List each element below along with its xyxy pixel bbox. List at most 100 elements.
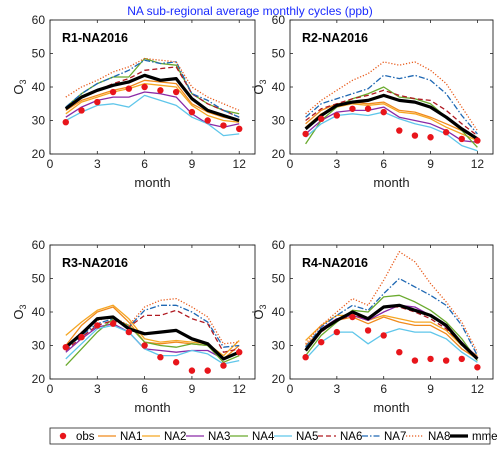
obs-point bbox=[94, 322, 101, 329]
series-line-na8 bbox=[65, 57, 240, 111]
y-tick-label: 60 bbox=[272, 13, 286, 27]
series-line-na2 bbox=[65, 82, 240, 123]
series-line-na8 bbox=[65, 297, 240, 348]
x-tick-label: 0 bbox=[287, 157, 294, 171]
legend-item-na4: NA4 bbox=[230, 431, 275, 443]
obs-point bbox=[236, 125, 243, 133]
obs-point bbox=[318, 338, 325, 346]
y-tick-label: 30 bbox=[32, 114, 46, 128]
y-tick-label: 20 bbox=[272, 147, 286, 161]
obs-point bbox=[349, 313, 356, 321]
series-line-na6 bbox=[305, 89, 478, 137]
series-line-na7 bbox=[305, 74, 478, 135]
x-axis-label: month bbox=[373, 400, 409, 415]
y-tick-label: 50 bbox=[32, 272, 46, 286]
series-line-na1 bbox=[65, 79, 240, 122]
obs-point bbox=[204, 117, 211, 124]
obs-point bbox=[62, 118, 69, 126]
obs-point bbox=[78, 107, 85, 114]
panel-3: 0 3 6 9 12 20 30 40 50 60 month O3 R3-NA2016 bbox=[11, 238, 256, 415]
x-axis-label: month bbox=[134, 400, 170, 415]
obs-point bbox=[442, 129, 450, 136]
obs-point bbox=[442, 357, 450, 364]
panel-4: 0 3 6 9 12 20 30 40 50 60 month O3 R4-NA2016 bbox=[251, 238, 494, 415]
legend-marker-obs bbox=[59, 432, 67, 440]
obs-point bbox=[188, 367, 196, 374]
y-tick-label: 20 bbox=[32, 147, 46, 161]
plot-frame bbox=[49, 19, 256, 155]
y-axis-label: O3 bbox=[11, 79, 28, 94]
obs-point bbox=[427, 355, 434, 363]
legend-item-na8: NA8 bbox=[406, 431, 450, 443]
x-tick-label: 12 bbox=[233, 382, 247, 396]
legend-label: NA6 bbox=[340, 431, 362, 443]
obs-point bbox=[318, 115, 325, 123]
legend: obs NA1 NA2 NA3 NA4 NA5 NA6 NA7 NA8 mme bbox=[49, 427, 498, 445]
obs-point bbox=[157, 87, 164, 94]
obs-point bbox=[474, 137, 481, 144]
obs-point bbox=[188, 108, 196, 116]
x-tick-label: 6 bbox=[380, 382, 387, 396]
y-tick-label: 50 bbox=[272, 47, 286, 61]
obs-point bbox=[141, 342, 148, 349]
series-line-na3 bbox=[65, 323, 240, 360]
obs-point bbox=[396, 127, 403, 134]
legend-item-na6: NA6 bbox=[318, 431, 362, 443]
obs-point bbox=[172, 88, 180, 96]
obs-point bbox=[458, 135, 465, 143]
legend-label: NA1 bbox=[120, 431, 142, 443]
obs-point bbox=[380, 108, 387, 116]
obs-point bbox=[364, 327, 372, 334]
x-tick-label: 0 bbox=[47, 157, 54, 171]
panel-title: R2-NA2016 bbox=[302, 31, 368, 45]
obs-point bbox=[157, 354, 164, 361]
legend-item-obs: obs bbox=[59, 431, 95, 443]
x-tick-label: 6 bbox=[141, 157, 148, 171]
y-tick-label: 40 bbox=[272, 305, 286, 319]
series-line-na2 bbox=[305, 314, 478, 357]
obs-point bbox=[78, 333, 85, 341]
x-tick-label: 9 bbox=[427, 157, 434, 171]
legend-label: NA8 bbox=[428, 431, 450, 443]
legend-label: mme bbox=[472, 431, 498, 443]
panel-2: 0 3 6 9 12 20 30 40 50 60 month O3 R2-NA2016 bbox=[251, 13, 494, 190]
x-tick-label: 6 bbox=[141, 382, 148, 396]
y-tick-label: 60 bbox=[32, 13, 46, 27]
obs-point bbox=[364, 105, 372, 112]
panel-title: R3-NA2016 bbox=[62, 256, 128, 270]
y-tick-label: 60 bbox=[32, 238, 46, 252]
obs-point bbox=[125, 85, 133, 92]
obs-point bbox=[427, 134, 434, 141]
obs-point bbox=[333, 328, 341, 336]
y-tick-label: 40 bbox=[272, 80, 286, 94]
x-axis-label: month bbox=[373, 175, 409, 190]
x-tick-label: 6 bbox=[380, 157, 387, 171]
panel-title: R1-NA2016 bbox=[62, 31, 128, 45]
obs-point bbox=[109, 88, 117, 96]
obs-point bbox=[396, 349, 403, 356]
legend-label: NA4 bbox=[252, 431, 275, 443]
y-tick-label: 50 bbox=[32, 47, 46, 61]
x-tick-label: 3 bbox=[334, 157, 341, 171]
x-tick-label: 0 bbox=[287, 382, 294, 396]
obs-point bbox=[411, 357, 419, 364]
x-tick-label: 0 bbox=[47, 382, 54, 396]
series-line-na4 bbox=[305, 294, 478, 361]
panel-1: 0 3 6 9 12 20 30 40 50 60 month O3 R1-NA2016 bbox=[11, 13, 256, 190]
y-tick-label: 30 bbox=[272, 114, 286, 128]
obs-point bbox=[220, 362, 227, 369]
plot-frame bbox=[289, 244, 494, 380]
obs-point bbox=[302, 130, 309, 138]
obs-point bbox=[94, 98, 101, 106]
obs-point bbox=[220, 122, 227, 129]
panel-title: R4-NA2016 bbox=[302, 256, 368, 270]
obs-point bbox=[349, 105, 356, 112]
legend-label: obs bbox=[76, 431, 95, 443]
obs-point bbox=[204, 367, 211, 374]
obs-point bbox=[380, 332, 387, 339]
x-tick-label: 3 bbox=[94, 382, 101, 396]
obs-point bbox=[411, 132, 419, 139]
legend-label: NA2 bbox=[164, 431, 186, 443]
